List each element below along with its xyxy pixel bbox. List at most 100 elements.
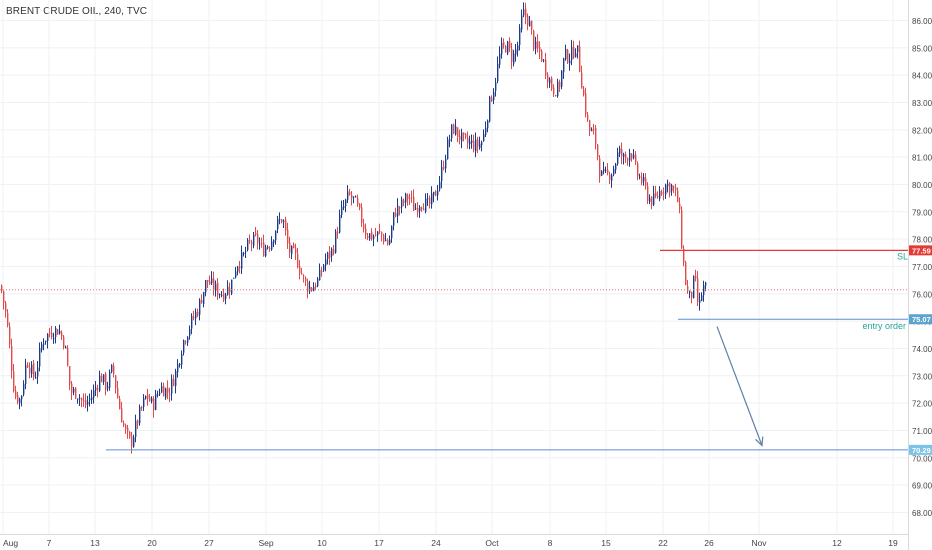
candle-body <box>629 152 631 161</box>
candle-body <box>593 128 595 130</box>
candle-body <box>343 206 345 208</box>
candle-body <box>149 397 151 402</box>
candle-body <box>19 398 21 404</box>
candle-body <box>475 139 477 152</box>
candle-body <box>257 234 259 244</box>
x-tick-label: 26 <box>704 538 714 548</box>
candle-body <box>527 16 529 26</box>
candle-body <box>231 279 233 294</box>
candle-body <box>347 191 349 200</box>
candle-body <box>503 42 505 45</box>
candle-body <box>467 138 469 144</box>
candle-body <box>409 198 411 200</box>
candle-body <box>567 49 569 63</box>
candle-body <box>635 154 637 163</box>
candle-body <box>175 371 177 387</box>
candle-body <box>261 242 263 244</box>
x-tick-label: Sep <box>258 538 273 548</box>
candle-body <box>357 198 359 205</box>
candle-body <box>701 295 703 301</box>
candle-body <box>659 191 661 199</box>
candle-body <box>525 8 527 18</box>
candle-body <box>345 199 347 207</box>
candle-body <box>259 243 261 245</box>
candle-body <box>663 192 665 194</box>
x-tick-label: 15 <box>601 538 611 548</box>
candle-body <box>397 205 399 217</box>
candle-body <box>563 58 565 73</box>
candle-body <box>463 132 465 135</box>
candle-body <box>89 398 91 401</box>
candle-body <box>319 269 321 281</box>
candle-body <box>613 168 615 175</box>
candle-body <box>587 114 589 120</box>
candle-body <box>99 375 101 391</box>
candle-body <box>413 196 415 211</box>
candle-body <box>329 251 331 258</box>
candle-body <box>189 329 191 336</box>
candle-body <box>151 398 153 402</box>
candle-body <box>647 186 649 202</box>
candle-body <box>273 240 275 243</box>
candle-body <box>541 51 543 62</box>
candle-body <box>101 375 103 383</box>
candle-body <box>117 387 119 398</box>
candle-body <box>677 190 679 203</box>
candle-body <box>507 41 509 54</box>
candle-body <box>403 200 405 203</box>
candle-body <box>125 425 127 430</box>
candle-body <box>205 280 207 293</box>
candle-body <box>43 343 45 345</box>
x-tick-label: 7 <box>47 538 52 548</box>
candle-body <box>353 196 355 198</box>
y-tick-label: 83.00 <box>912 99 932 108</box>
x-tick-label: 8 <box>548 538 553 548</box>
candle-body <box>649 198 651 202</box>
candle-body <box>405 193 407 203</box>
candle-body <box>323 265 325 271</box>
candle-body <box>45 340 47 343</box>
candle-body <box>523 9 525 16</box>
candle-body <box>135 420 137 437</box>
candle-body <box>407 195 409 200</box>
candle-body <box>447 139 449 159</box>
candle-body <box>281 219 283 223</box>
candle-body <box>539 46 541 52</box>
candle-body <box>705 282 707 286</box>
candle-body <box>229 288 231 293</box>
candle-body <box>483 133 485 142</box>
candle-body <box>327 252 329 259</box>
candle-body <box>207 280 209 283</box>
candle-body <box>639 176 641 178</box>
candle-body <box>271 241 273 250</box>
candle-body <box>133 437 135 447</box>
candle-body <box>443 166 445 169</box>
candle-body <box>263 242 265 256</box>
candle-body <box>631 154 633 159</box>
candle-body <box>115 375 117 388</box>
candle-body <box>33 363 35 378</box>
candle-body <box>457 127 459 137</box>
candle-body <box>321 271 323 273</box>
candle-body <box>685 262 687 286</box>
candle-body <box>531 20 533 30</box>
candle-body <box>131 436 133 447</box>
candle-body <box>225 294 227 299</box>
candle-body <box>491 97 493 102</box>
candle-body <box>349 192 351 195</box>
candle-body <box>515 49 517 55</box>
candle-body <box>191 315 193 329</box>
candle-body <box>83 400 85 402</box>
candle-body <box>201 299 203 304</box>
candle-body <box>595 127 597 145</box>
candle-body <box>499 53 501 65</box>
y-tick-label: 77.00 <box>912 263 932 272</box>
candle-body <box>311 287 313 291</box>
candle-body <box>485 127 487 135</box>
candle-body <box>187 336 189 343</box>
candle-body <box>351 194 353 199</box>
candle-body <box>645 177 647 186</box>
candle-body <box>341 206 343 215</box>
candle-body <box>1 285 3 292</box>
